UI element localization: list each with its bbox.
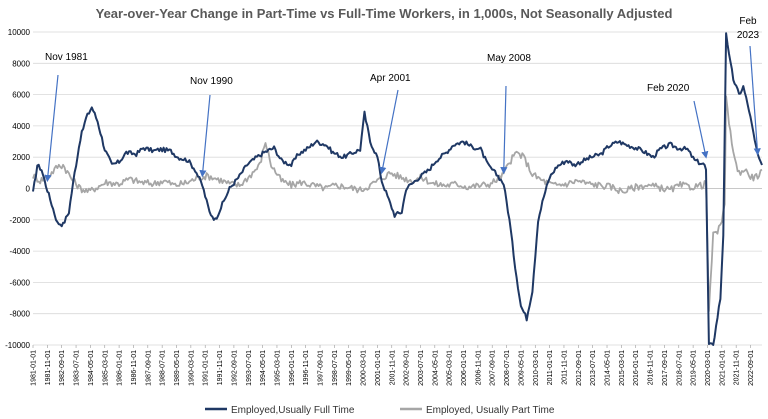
y-axis: 10000 8000 6000 4000 2000 0 -2000 -4000 -6000 -80…	[5, 28, 30, 350]
x-tick-label: 1996-11-01	[303, 350, 310, 385]
annotation-arrow	[199, 94, 211, 178]
x-tick-label: 1986-01-01	[117, 350, 124, 386]
x-tick-label: 1981-11-01	[45, 350, 52, 385]
x-tick-label: 2011-11-01	[561, 350, 568, 385]
legend-label-part-time: Employed, Usually Part Time	[426, 405, 555, 416]
series-line-part-time	[32, 95, 763, 313]
annotation-arrow	[749, 45, 761, 156]
x-tick-label: 2013-07-01	[590, 350, 597, 386]
x-tick-label: 1987-09-01	[145, 350, 152, 386]
x-tick-label: 1982-09-01	[59, 350, 66, 386]
x-tick-label: 1984-05-01	[88, 350, 95, 386]
x-tick-label: 1999-05-01	[346, 350, 353, 386]
x-tick-label: 1991-01-01	[203, 350, 210, 386]
x-tick-label: 1991-11-01	[217, 350, 224, 385]
annotation-arrow	[500, 85, 508, 175]
x-tick-label: 2002-09-01	[404, 350, 411, 386]
x-tick-label: 1985-03-01	[102, 350, 109, 386]
x-tick-label: 2006-01-01	[461, 350, 468, 386]
x-tick-label: 2019-05-01	[691, 350, 698, 386]
series-group	[32, 32, 763, 346]
legend-label-full-time: Employed,Usually Full Time	[231, 405, 355, 416]
x-tick-label: 1990-03-01	[188, 350, 195, 386]
x-tick-label: 2016-01-01	[633, 350, 640, 386]
y-tick-label: 8000	[12, 59, 30, 68]
x-tick-label: 2007-09-01	[490, 350, 497, 386]
x-tick-label: 2018-07-01	[676, 350, 683, 386]
annotation-label: Apr 2001	[370, 73, 411, 84]
x-tick-label: 1989-05-01	[174, 350, 181, 386]
annotation-label: Nov 1990	[190, 76, 233, 87]
x-tick-label: 1997-09-01	[318, 350, 325, 386]
x-tick-label: 1981-01-01	[31, 350, 38, 386]
x-tick-label: 2001-01-01	[375, 350, 382, 386]
x-tick-label: 2016-11-01	[648, 350, 655, 385]
annotation-arrow	[379, 89, 399, 175]
x-tick-label: 2021-11-01	[734, 350, 741, 385]
x-tick-label: 1983-07-01	[74, 350, 81, 386]
x-tick-label: 1996-01-01	[289, 350, 296, 386]
x-tick-label: 1988-07-01	[160, 350, 167, 386]
x-tick-label: 2020-03-01	[705, 350, 712, 386]
x-tick-label: 1998-07-01	[332, 350, 339, 386]
x-tick-label: 2022-09-01	[748, 350, 755, 386]
y-tick-label: -10000	[5, 341, 30, 350]
x-tick-label: 1994-05-01	[260, 350, 267, 386]
grid	[33, 31, 762, 346]
x-tick-label: 2001-11-01	[389, 350, 396, 385]
chart-title: Year-over-Year Change in Part-Time vs Fu…	[96, 6, 673, 21]
y-tick-label: 0	[26, 185, 31, 194]
x-tick-label: 2017-09-01	[662, 350, 669, 386]
y-tick-label: 10000	[8, 28, 31, 37]
annotation-label: Feb	[739, 16, 757, 27]
annotation-label: 2023	[737, 30, 760, 41]
x-tick-label: 2010-03-01	[533, 350, 540, 386]
annotation-label: May 2008	[487, 53, 531, 64]
annotation-arrow	[693, 100, 709, 159]
y-tick-label: -8000	[10, 310, 31, 319]
y-tick-label: 2000	[12, 153, 30, 162]
y-tick-label: -6000	[10, 278, 31, 287]
x-tick-label: 2021-01-01	[719, 350, 726, 386]
x-axis: 1981-01-01 1981-11-01 1982-09-01 1983-07-01…	[31, 345, 755, 386]
x-tick-label: 2000-03-01	[361, 350, 368, 386]
annotations: Nov 1981 Nov 1990 Apr 2001 May 2008 Feb 2020…	[44, 16, 761, 183]
x-tick-label: 2004-05-01	[432, 350, 439, 386]
y-tick-label: -2000	[10, 216, 31, 225]
x-tick-label: 2005-03-01	[447, 350, 454, 386]
annotation-label: Nov 1981	[45, 52, 88, 63]
x-tick-label: 2009-05-01	[518, 350, 525, 386]
x-tick-label: 2012-09-01	[576, 350, 583, 386]
x-tick-label: 1995-03-01	[274, 350, 281, 386]
annotation-arrow	[44, 74, 59, 183]
x-tick-label: 2008-07-01	[504, 350, 511, 386]
y-tick-label: -4000	[10, 247, 31, 256]
x-tick-label: 2006-11-01	[475, 350, 482, 385]
series-line-full-time	[32, 32, 763, 346]
x-tick-label: 2014-05-01	[605, 350, 612, 386]
y-tick-label: 6000	[12, 91, 30, 100]
legend: Employed,Usually Full Time Employed, Usua…	[205, 405, 555, 416]
x-tick-label: 1993-07-01	[246, 350, 253, 386]
x-tick-label: 2011-01-01	[547, 350, 554, 385]
x-tick-label: 1992-09-01	[231, 350, 238, 386]
x-tick-label: 2003-07-01	[418, 350, 425, 386]
x-tick-label: 2015-03-01	[619, 350, 626, 386]
y-tick-label: 4000	[12, 122, 30, 131]
annotation-label: Feb 2020	[647, 83, 690, 94]
x-tick-label: 1986-11-01	[131, 350, 138, 385]
